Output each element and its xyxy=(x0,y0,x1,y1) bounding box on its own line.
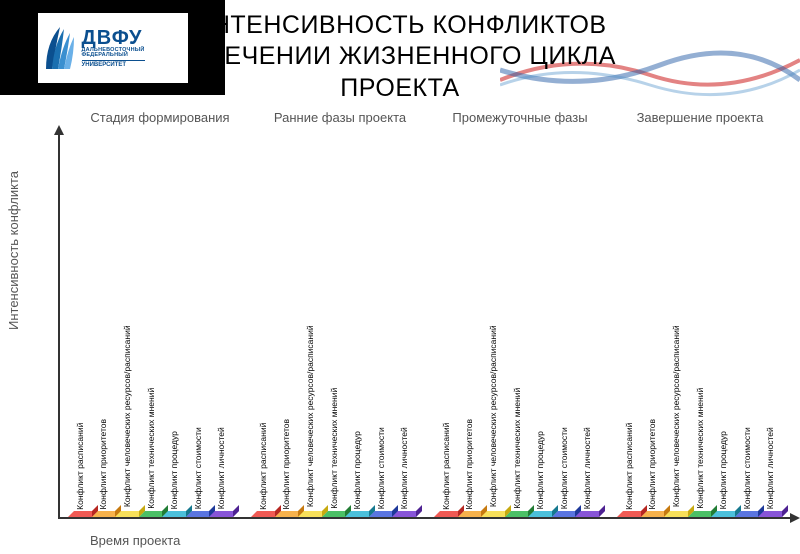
bar-label: Конфликт личностей xyxy=(217,427,226,509)
bar-label: Конфликт личностей xyxy=(583,427,592,509)
bar-group: Конфликт расписаний Конфликт приоритетов К… xyxy=(434,135,599,517)
bar-label: Конфликт человеческих ресурсов/расписани… xyxy=(489,326,498,508)
title-line-2: В ТЕЧЕНИИ ЖИЗНЕННОГО ЦИКЛА xyxy=(184,42,616,70)
bar-label: Конфликт приоритетов xyxy=(465,418,474,509)
bar-label: Конфликт стоимости xyxy=(559,427,568,509)
bar-label: Конфликт процедур xyxy=(353,431,362,509)
bar-label: Конфликт личностей xyxy=(400,427,409,509)
plot-area: Конфликт расписаний Конфликт приоритетов К… xyxy=(58,135,790,519)
bar-label: Конфликт процедур xyxy=(719,431,728,509)
bar-label: Конфликт приоритетов xyxy=(282,418,291,509)
bar-label: Конфликт расписаний xyxy=(625,422,634,509)
bar-label: Конфликт стоимости xyxy=(742,427,751,509)
bar-label: Конфликт стоимости xyxy=(193,427,202,509)
bar-label: Конфликт человеческих ресурсов/расписани… xyxy=(306,326,315,508)
bar-group: Конфликт расписаний Конфликт приоритетов К… xyxy=(68,135,233,517)
group-label: Завершение проекта xyxy=(610,110,790,130)
bar-group: Конфликт расписаний Конфликт приоритетов К… xyxy=(251,135,416,517)
bar-label: Конфликт человеческих ресурсов/расписани… xyxy=(123,326,132,508)
bar-label: Конфликт приоритетов xyxy=(99,418,108,509)
bar-label: Конфликт технических мнений xyxy=(329,388,338,509)
logo-text-sub2: ФЕДЕРАЛЬНЫЙ xyxy=(82,53,145,59)
bar-label: Конфликт расписаний xyxy=(442,422,451,509)
bar-label: Конфликт приоритетов xyxy=(648,418,657,509)
bar-label: Конфликт технических мнений xyxy=(695,388,704,509)
bar-label: Конфликт технических мнений xyxy=(146,388,155,509)
y-axis-label: Интенсивность конфликта xyxy=(6,171,21,330)
bar-label: Конфликт процедур xyxy=(170,431,179,509)
title-line-1: ИНТЕНСИВНОСТЬ КОНФЛИКТОВ xyxy=(193,11,606,39)
bar-label: Конфликт человеческих ресурсов/расписани… xyxy=(672,326,681,508)
bar-label: Конфликт стоимости xyxy=(376,427,385,509)
conflict-intensity-chart: Стадия формированияРанние фазы проектаПр… xyxy=(0,110,800,554)
title-line-3: ПРОЕКТА xyxy=(340,74,459,102)
logo-text-sub3: УНИВЕРСИТЕТ xyxy=(82,60,145,68)
bar-group: Конфликт расписаний Конфликт приоритетов К… xyxy=(617,135,782,517)
bar-label: Конфликт процедур xyxy=(536,431,545,509)
bar-label: Конфликт расписаний xyxy=(259,422,268,509)
logo-text-main: ДВФУ xyxy=(82,28,145,48)
bar-label: Конфликт технических мнений xyxy=(512,388,521,509)
x-axis-label: Время проекта xyxy=(90,533,180,548)
dvfu-logo-icon xyxy=(42,23,76,73)
group-label: Стадия формирования xyxy=(70,110,250,130)
group-label: Ранние фазы проекта xyxy=(250,110,430,130)
bar-label: Конфликт расписаний xyxy=(76,422,85,509)
bar-label: Конфликт личностей xyxy=(766,427,775,509)
group-label: Промежуточные фазы xyxy=(430,110,610,130)
logo-box: ДВФУ ДАЛЬНЕВОСТОЧНЫЙ ФЕДЕРАЛЬНЫЙ УНИВЕРС… xyxy=(0,0,225,95)
